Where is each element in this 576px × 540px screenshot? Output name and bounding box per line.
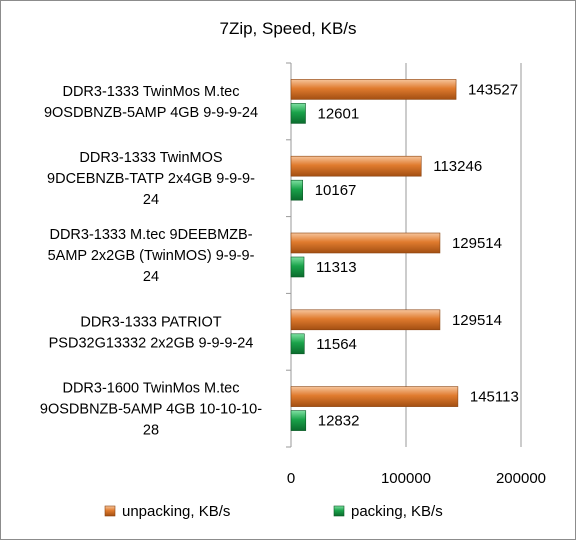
category-label: DDR3-1333 PATRIOT PSD32G13332 2x2GB 9-9-9…: [49, 314, 254, 351]
legend-packing-label: packing, KB/s: [351, 503, 443, 520]
legend: unpacking, KB/s packing, KB/s: [104, 503, 443, 520]
bar-packing: [290, 179, 303, 201]
category-label-line: DDR3-1333 M.tec 9DEEBMZB-: [49, 227, 252, 243]
x-tick-label: 200000: [496, 470, 546, 487]
category-label-line: 28: [143, 423, 159, 439]
x-tick-label: 0: [287, 470, 295, 487]
data-label-packing: 11564: [316, 336, 357, 353]
category-label: DDR3-1333 M.tec 9DEEBMZB- 5AMP 2x2GB (Twi…: [48, 227, 255, 285]
label-layer: 0 100000 200000 143527 12601 DDR3-1333 TwinMo…: [40, 81, 546, 487]
bar-layer: [290, 79, 459, 431]
data-label-packing: 12832: [318, 413, 360, 430]
legend-packing-swatch: [333, 505, 345, 517]
category-label: DDR3-1333 TwinMOS 9DCEBNZB-TATP 2x4GB 9-9…: [47, 150, 255, 208]
category-label: DDR3-1600 TwinMos M.tec 9OSDBNZB-5AMP 4GB…: [40, 381, 262, 439]
grid-layer: [286, 62, 522, 448]
category-label-line: 5AMP 2x2GB (TwinMOS) 9-9-9-: [48, 248, 255, 264]
data-label-packing: 10167: [315, 182, 357, 199]
category-label-line: DDR3-1333 TwinMOS: [79, 150, 222, 166]
category-label-line: DDR3-1600 TwinMos M.tec: [62, 381, 239, 397]
bar-unpacking: [290, 309, 441, 331]
bar-packing: [290, 256, 305, 278]
chart-title: 7Zip, Speed, KB/s: [219, 19, 356, 38]
bar-packing: [290, 103, 306, 124]
legend-unpacking-label: unpacking, KB/s: [122, 503, 230, 520]
legend-unpacking-swatch: [104, 505, 116, 517]
category-label-line: 24: [143, 192, 159, 208]
data-label-packing: 12601: [317, 105, 359, 122]
x-tick-label: 100000: [381, 470, 431, 487]
data-label-unpacking: 145113: [470, 389, 519, 406]
bar-unpacking: [290, 232, 441, 254]
bar-packing: [290, 410, 307, 431]
category-label: DDR3-1333 TwinMos M.tec 9OSDBNZB-5AMP 4GB…: [44, 84, 258, 121]
bar-packing: [290, 333, 305, 355]
data-label-packing: 11313: [316, 259, 357, 276]
data-label-unpacking: 143527: [468, 81, 518, 98]
category-label-line: 24: [143, 269, 159, 285]
category-label-line: DDR3-1333 TwinMos M.tec: [62, 84, 239, 100]
category-label-line: PSD32G13332 2x2GB 9-9-9-24: [49, 335, 254, 351]
bar-unpacking: [290, 79, 457, 100]
category-label-line: DDR3-1333 PATRIOT: [80, 314, 221, 330]
category-label-line: 9OSDBNZB-5AMP 4GB 10-10-10-: [40, 402, 262, 418]
data-label-unpacking: 113246: [433, 158, 482, 175]
data-label-unpacking: 129514: [452, 312, 502, 329]
category-label-line: 9OSDBNZB-5AMP 4GB 9-9-9-24: [44, 105, 258, 121]
bar-unpacking: [290, 386, 459, 407]
bar-unpacking: [290, 155, 422, 177]
data-label-unpacking: 129514: [452, 235, 502, 252]
category-label-line: 9DCEBNZB-TATP 2x4GB 9-9-9-: [47, 171, 255, 187]
